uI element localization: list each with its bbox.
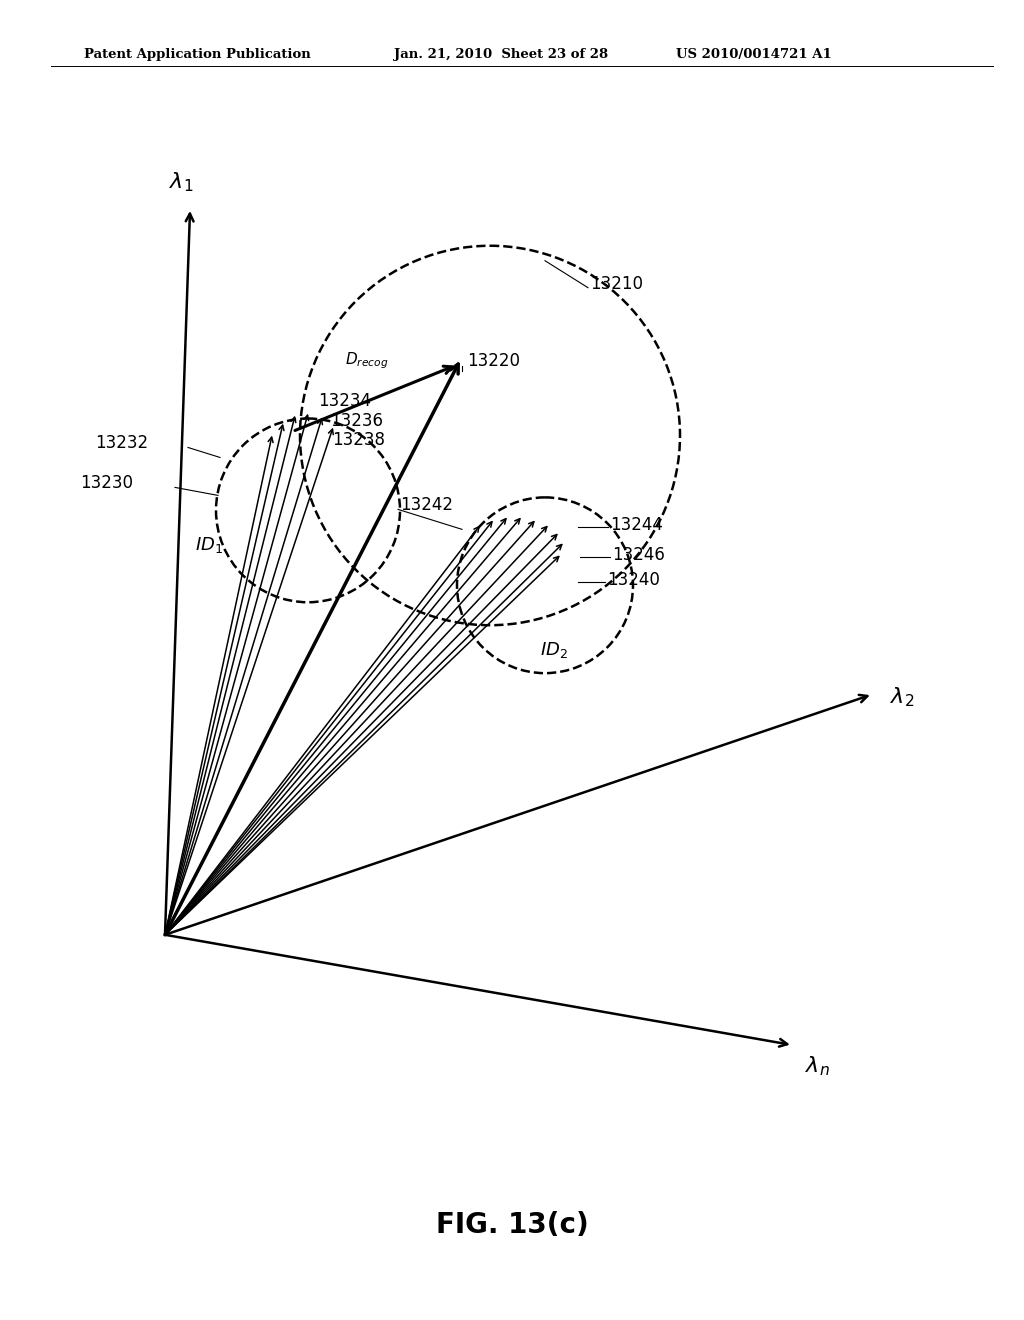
Text: US 2010/0014721 A1: US 2010/0014721 A1 [676, 48, 831, 61]
Text: 13242: 13242 [400, 496, 453, 515]
Text: 13210: 13210 [590, 275, 643, 293]
Text: Patent Application Publication: Patent Application Publication [84, 48, 310, 61]
Text: 13236: 13236 [330, 412, 383, 429]
Text: $ID_2$: $ID_2$ [540, 640, 568, 660]
Text: $\lambda_n$: $\lambda_n$ [805, 1055, 829, 1078]
Text: Jan. 21, 2010  Sheet 23 of 28: Jan. 21, 2010 Sheet 23 of 28 [394, 48, 608, 61]
Text: 13234: 13234 [318, 392, 371, 409]
Text: 13220: 13220 [467, 351, 520, 370]
Text: 13246: 13246 [612, 546, 665, 565]
Text: $ID_1$: $ID_1$ [195, 536, 223, 556]
Text: $D_{recog}$: $D_{recog}$ [345, 350, 388, 371]
Text: FIG. 13(c): FIG. 13(c) [435, 1210, 589, 1239]
Text: 13244: 13244 [610, 516, 663, 535]
Text: 13230: 13230 [80, 474, 133, 492]
Text: 13232: 13232 [95, 434, 148, 453]
Text: $\lambda_1$: $\lambda_1$ [169, 170, 194, 194]
Text: $\lambda_2$: $\lambda_2$ [890, 685, 914, 709]
Text: 13238: 13238 [332, 432, 385, 450]
Text: 13240: 13240 [607, 572, 659, 589]
